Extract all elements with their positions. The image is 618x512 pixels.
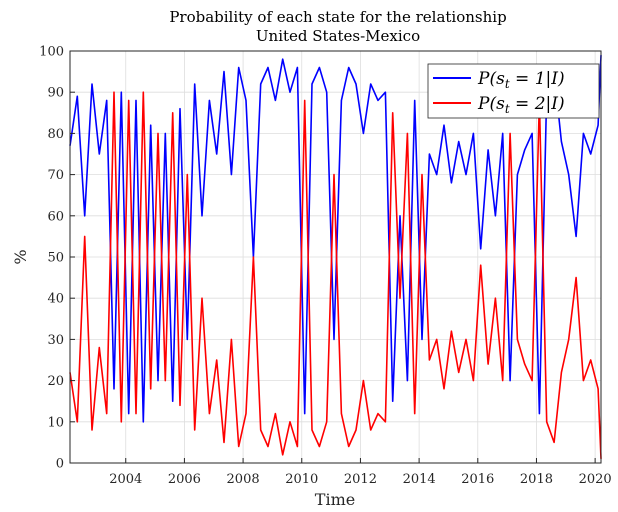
y-tick-label: 10: [47, 415, 64, 430]
y-tick-label: 30: [47, 333, 64, 348]
legend: P(st = 1|I) P(st = 2|I): [427, 63, 600, 119]
grid-lines: [70, 51, 601, 463]
legend-label-series-1: P(st = 1|I): [477, 69, 565, 91]
y-tick-label: 60: [47, 209, 64, 224]
y-tick-label: 100: [39, 45, 64, 60]
y-axis-title: %: [11, 249, 30, 264]
x-tick-label: 2012: [344, 472, 377, 487]
legend-label-series-2: P(st = 2|I): [477, 94, 565, 116]
chart-subtitle: United States-Mexico: [256, 27, 420, 45]
x-tick-label: 2008: [227, 472, 260, 487]
x-axis-ticks: 2004 2006 2008 2010 2012 2014 2016 2018 2020: [109, 458, 612, 487]
legend-box: [427, 63, 600, 119]
y-tick-label: 20: [47, 374, 64, 389]
y-tick-label: 90: [47, 86, 64, 101]
y-tick-label: 80: [47, 127, 64, 142]
series-line-2: [69, 91, 602, 459]
chart-title: Probability of each state for the relati…: [169, 8, 506, 26]
x-tick-label: 2004: [109, 472, 142, 487]
y-axis-ticks: 0 10 20 30 40 50 60 70 80 90 100: [39, 45, 75, 472]
y-tick-label: 0: [56, 457, 64, 472]
x-tick-label: 2020: [579, 472, 612, 487]
y-tick-label: 50: [47, 251, 64, 266]
series-lines: [69, 55, 602, 459]
y-tick-label: 70: [47, 168, 64, 183]
x-tick-label: 2010: [285, 472, 318, 487]
x-tick-label: 2006: [168, 472, 201, 487]
x-tick-label: 2018: [520, 472, 553, 487]
series-line-1: [69, 55, 602, 423]
x-tick-label: 2016: [461, 472, 494, 487]
x-axis-title: Time: [315, 490, 355, 509]
x-tick-label: 2014: [403, 472, 436, 487]
y-tick-label: 40: [47, 292, 64, 307]
